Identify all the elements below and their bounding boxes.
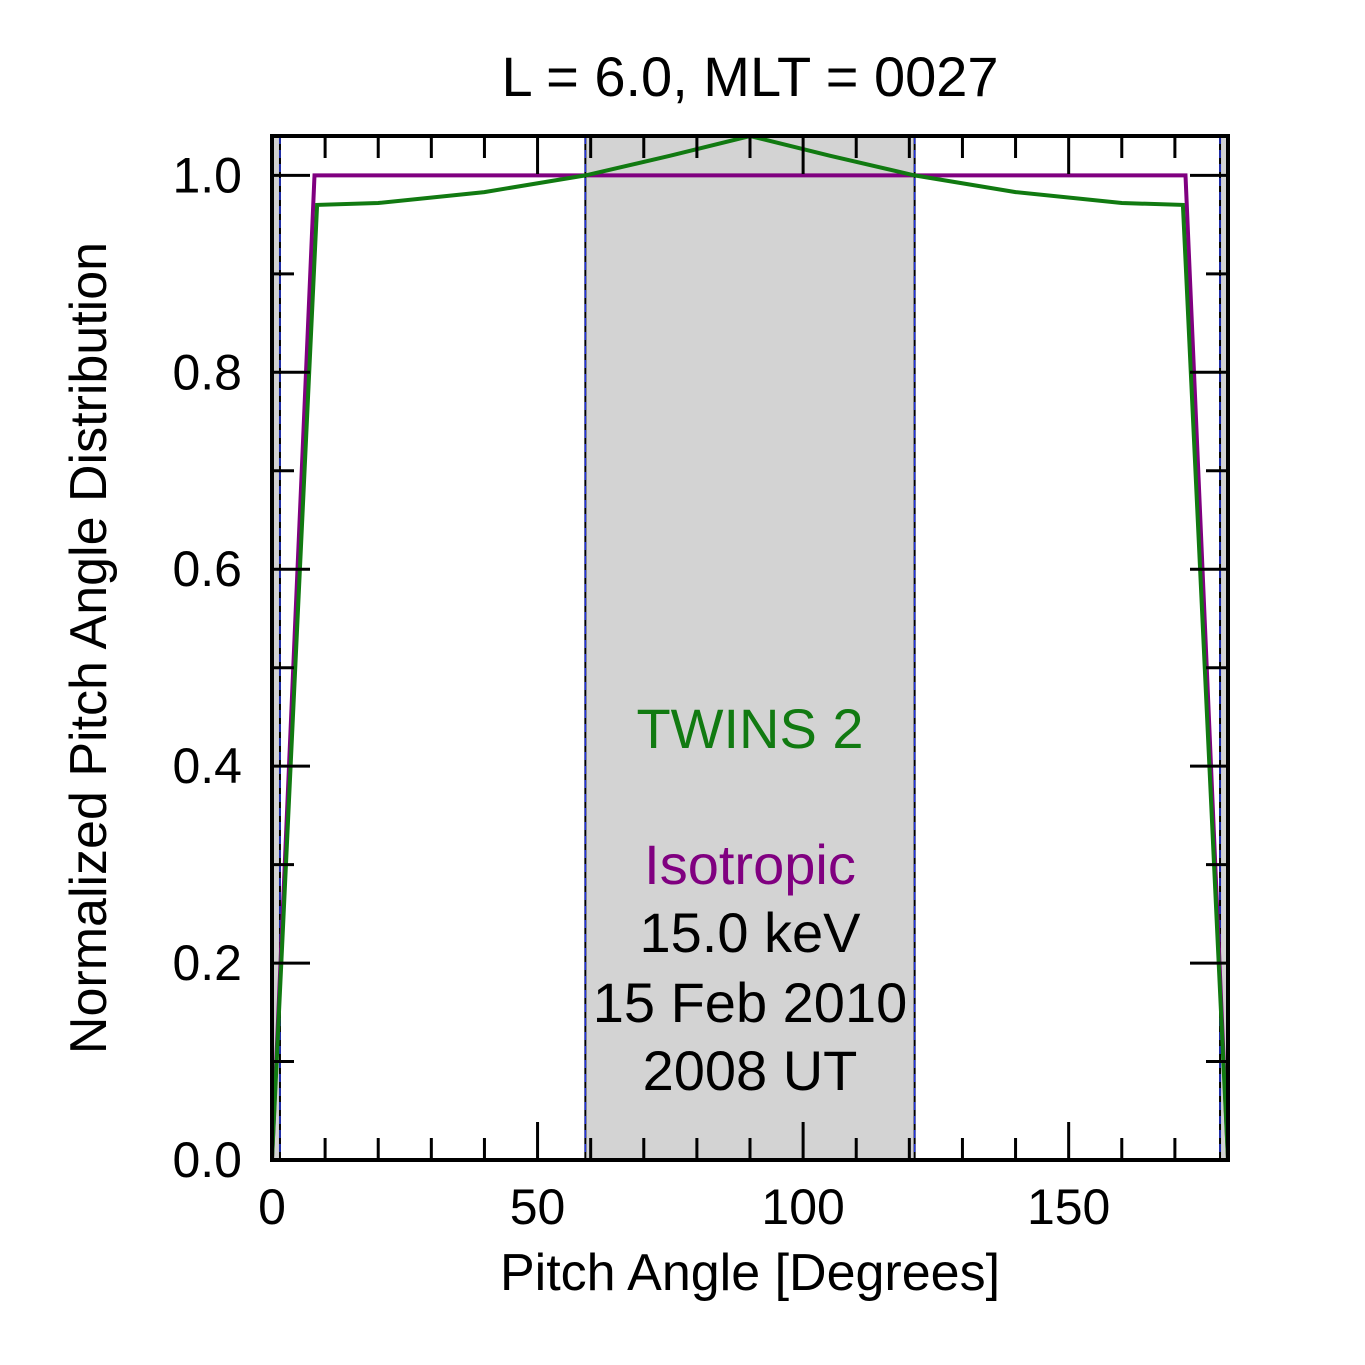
x-axis-title: Pitch Angle [Degrees]: [500, 1244, 1000, 1302]
shaded-region-1: [585, 136, 915, 1160]
y-axis-title: Normalized Pitch Angle Distribution: [60, 242, 118, 1054]
plot-frame: [270, 134, 1230, 1162]
tick-labels: 0 50 100 150 0.0 0.2 0.4 0.6 0.8 1.0: [172, 147, 1110, 1235]
y-tick-label: 1.0: [172, 147, 242, 203]
y-tick-label: 0.8: [172, 344, 242, 400]
annotation-date: 15 Feb 2010: [593, 971, 907, 1034]
y-tick-label: 0.6: [172, 541, 242, 597]
annotation-twins: TWINS 2: [636, 697, 863, 760]
shaded-regions: [272, 136, 1228, 1160]
y-tick-label: 0.0: [172, 1132, 242, 1188]
x-tick-label: 100: [761, 1179, 844, 1235]
y-tick-label: 0.2: [172, 935, 242, 991]
shaded-region-2: [1220, 136, 1228, 1160]
x-tick-label: 50: [510, 1179, 566, 1235]
annotation-time: 2008 UT: [643, 1039, 858, 1102]
x-tick-label: 150: [1027, 1179, 1110, 1235]
annotation-isotropic: Isotropic: [644, 833, 856, 896]
chart-title: L = 6.0, MLT = 0027: [501, 45, 998, 108]
x-tick-label: 0: [258, 1179, 286, 1235]
annotation-energy: 15.0 keV: [639, 901, 861, 964]
shaded-region-0: [272, 136, 280, 1160]
y-tick-label: 0.4: [172, 738, 242, 794]
